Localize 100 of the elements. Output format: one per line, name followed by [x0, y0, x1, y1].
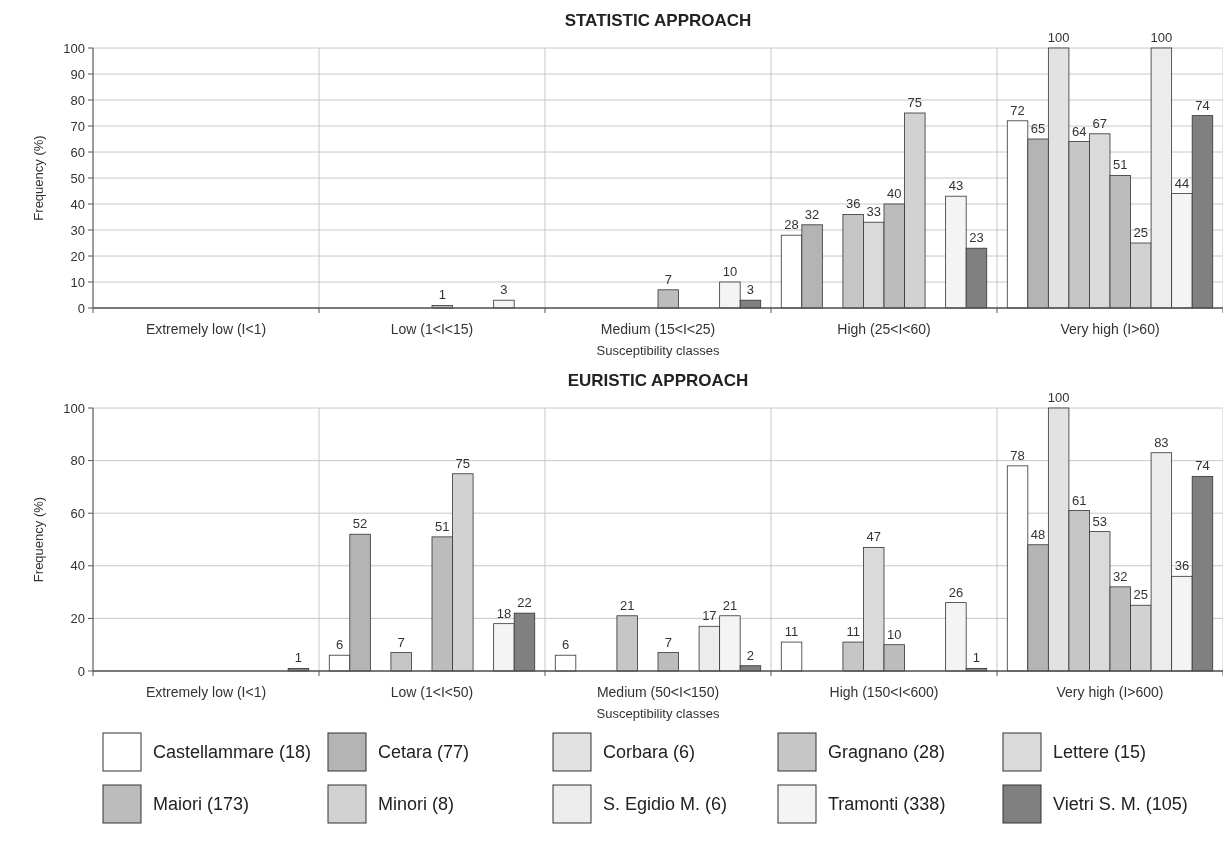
y-tick-label: 20 — [70, 248, 85, 264]
bar — [657, 289, 679, 309]
y-tick-label: 70 — [70, 118, 85, 134]
data-label: 61 — [1071, 492, 1087, 508]
data-label: 75 — [455, 455, 471, 471]
y-tick-label: 60 — [70, 144, 85, 160]
bar — [657, 652, 679, 672]
x-tick-label: Medium (50<I<150) — [596, 684, 720, 700]
data-label: 3 — [746, 282, 755, 298]
legend-label: Corbara (6) — [603, 742, 696, 763]
y-tick-label: 40 — [70, 196, 85, 212]
data-label: 75 — [907, 95, 923, 110]
data-label: 48 — [1030, 526, 1046, 542]
y-tick-label: 100 — [63, 40, 85, 56]
x-tick-label: High (25<I<60) — [837, 321, 931, 337]
data-label: 25 — [1133, 225, 1149, 240]
bar — [390, 652, 412, 672]
data-label: 47 — [866, 529, 881, 545]
y-tick-label: 100 — [63, 400, 85, 416]
data-label: 2 — [746, 647, 755, 663]
data-label: 17 — [702, 608, 717, 624]
data-label: 100 — [1047, 390, 1070, 405]
data-label: 10 — [887, 626, 902, 642]
y-tick-label: 50 — [70, 170, 85, 186]
y-tick-label: 90 — [70, 66, 85, 82]
x-tick-label: High (150<I<600) — [829, 684, 939, 700]
data-label: 11 — [784, 624, 799, 640]
data-label: 100 — [1150, 30, 1173, 45]
x-tick-label: Very high (I>60) — [1060, 321, 1160, 337]
data-label: 67 — [1092, 115, 1107, 131]
data-label: 33 — [866, 204, 881, 220]
x-axis-title: Susceptibility classes — [596, 706, 720, 721]
data-label: 6 — [561, 637, 570, 653]
bar — [780, 641, 803, 672]
data-label: 64 — [1071, 123, 1087, 139]
data-label: 3 — [500, 282, 508, 298]
data-label: 52 — [352, 516, 368, 532]
y-axis-title: Frequency (%) — [31, 496, 46, 583]
data-label: 6 — [335, 637, 344, 653]
data-label: 32 — [1113, 568, 1128, 584]
x-tick-label: Low (1<I<15) — [390, 321, 474, 337]
data-label: 74 — [1195, 458, 1210, 474]
data-label: 51 — [435, 518, 450, 534]
data-label: 40 — [887, 186, 902, 201]
data-label: 1 — [972, 650, 981, 666]
data-label: 74 — [1195, 97, 1210, 113]
data-label: 65 — [1030, 121, 1046, 136]
data-label: 83 — [1154, 434, 1169, 450]
data-label: 43 — [948, 178, 964, 194]
y-tick-label: 0 — [77, 663, 85, 679]
y-tick-label: 80 — [70, 453, 85, 469]
data-label: 25 — [1133, 587, 1149, 603]
data-label: 7 — [397, 634, 405, 650]
data-label: 10 — [722, 264, 738, 279]
data-label: 22 — [517, 595, 532, 611]
data-label: 23 — [969, 230, 984, 246]
data-label: 100 — [1047, 30, 1070, 45]
data-label: 7 — [664, 271, 672, 287]
legend-label: Lettere (15) — [1053, 742, 1147, 763]
x-tick-label: Low (1<I<50) — [390, 684, 474, 700]
x-tick-label: Extremely low (I<1) — [145, 321, 267, 337]
y-tick-label: 10 — [70, 274, 85, 290]
y-tick-label: 30 — [70, 222, 85, 238]
legend-label: S. Egidio M. (6) — [603, 794, 728, 815]
legend-label: Tramonti (338) — [828, 794, 946, 815]
x-tick-label: Extremely low (I<1) — [145, 684, 267, 700]
data-label: 28 — [784, 217, 799, 233]
x-tick-label: Very high (I>600) — [1056, 684, 1164, 700]
data-label: 51 — [1113, 157, 1128, 173]
legend-label: Minori (8) — [378, 794, 455, 815]
data-label: 78 — [1010, 447, 1025, 463]
data-label: 36 — [845, 196, 861, 212]
y-tick-label: 60 — [70, 505, 85, 521]
data-label: 26 — [948, 584, 964, 600]
data-label: 1 — [294, 650, 303, 666]
y-tick-label: 0 — [77, 300, 85, 316]
data-label: 53 — [1092, 513, 1107, 529]
data-label: 32 — [804, 206, 820, 222]
legend-label: Cetara (77) — [378, 742, 470, 763]
x-axis-title: Susceptibility classes — [596, 343, 720, 358]
y-tick-label: 40 — [70, 558, 85, 574]
x-tick-label: Medium (15<I<25) — [600, 321, 716, 337]
legend-label: Gragnano (28) — [828, 742, 946, 763]
data-label: 7 — [664, 634, 672, 650]
data-label: 44 — [1174, 175, 1190, 191]
chart-title: STATISTIC APPROACH — [564, 11, 752, 30]
y-tick-label: 80 — [70, 92, 85, 108]
data-label: 11 — [846, 624, 860, 640]
data-label: 1 — [438, 287, 446, 303]
data-label: 72 — [1010, 102, 1025, 118]
legend-label: Castellammare (18) — [153, 742, 312, 763]
data-label: 18 — [496, 605, 512, 621]
y-axis-title: Frequency (%) — [31, 135, 46, 221]
data-label: 21 — [722, 597, 738, 613]
data-label: 36 — [1174, 558, 1190, 574]
data-label: 21 — [619, 597, 635, 613]
y-tick-label: 20 — [70, 610, 85, 626]
chart-title: EURISTIC APPROACH — [567, 371, 749, 390]
legend-label: Vietri S. M. (105) — [1053, 794, 1188, 815]
legend-label: Maiori (173) — [153, 794, 250, 815]
